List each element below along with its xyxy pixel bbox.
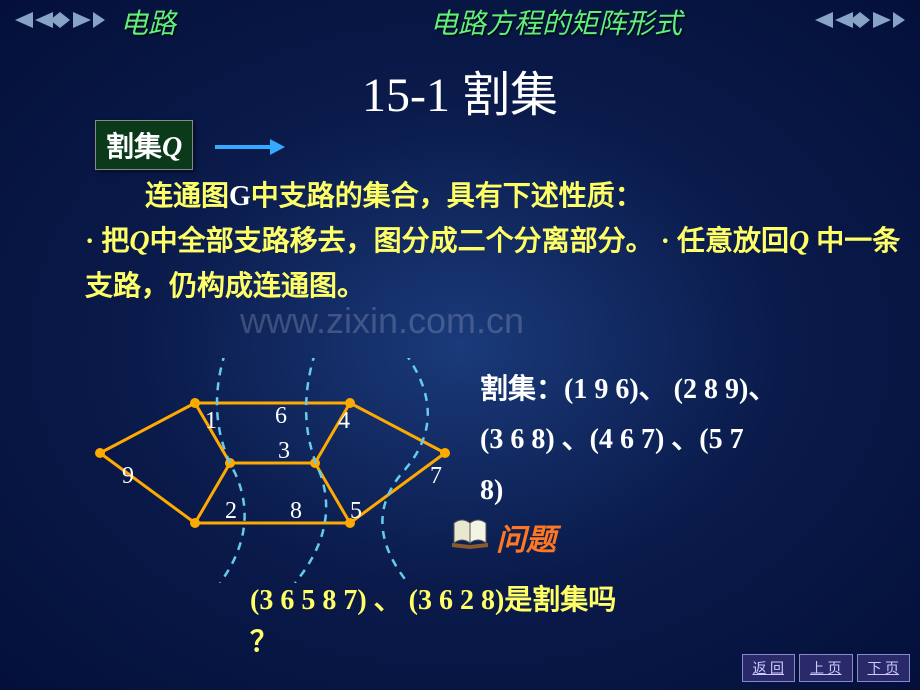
svg-text:8: 8	[290, 498, 302, 524]
cutset-label: 割集	[106, 132, 162, 163]
header-ornament-right	[815, 10, 905, 30]
bullet1-pre: 把	[101, 226, 129, 257]
cuts-label: 割集：	[480, 374, 564, 405]
question-label: 问题	[496, 515, 556, 559]
arrow-icon	[215, 135, 285, 159]
header-title-right: 电路方程的矩阵形式	[430, 2, 682, 42]
cutset-q: Q	[162, 132, 182, 163]
cuts-row2: (3 6 8) 、(4 6 7) 、(5 7	[480, 424, 744, 455]
def-g: G	[229, 181, 251, 212]
next-button[interactable]: 下 页	[857, 654, 911, 682]
cutset-label-box: 割集Q	[95, 120, 193, 170]
slide-title: 15-1 割集	[0, 55, 920, 125]
cuts-row1: (1 9 6)、 (2 8 9)、	[564, 374, 776, 405]
prev-button[interactable]: 上 页	[799, 654, 853, 682]
header-title-left: 电路	[120, 2, 176, 42]
def-line1-post: 中支路的集合，具有下述性质：	[251, 181, 643, 212]
svg-text:6: 6	[275, 403, 287, 429]
nav-bar: 返 回 上 页 下 页	[742, 654, 911, 682]
svg-text:9: 9	[122, 463, 134, 489]
back-button[interactable]: 返 回	[742, 654, 796, 682]
svg-text:7: 7	[430, 463, 442, 489]
question-text: (3 6 5 8 7) 、 (3 6 2 8)是割集吗 ？	[250, 580, 616, 664]
book-icon	[450, 513, 492, 549]
bullet2-q: Q	[789, 226, 809, 257]
question-line1: (3 6 5 8 7) 、 (3 6 2 8)是割集吗	[250, 585, 616, 616]
cuts-row3: 8)	[480, 475, 503, 506]
definition-text: 连通图G中支路的集合，具有下述性质： · 把Q中全部支路移去，图分成二个分离部分…	[85, 175, 920, 309]
svg-text:5: 5	[350, 498, 362, 524]
header-ornament-left	[15, 10, 105, 30]
svg-text:3: 3	[278, 438, 290, 464]
slide-header: 电路 电路方程的矩阵形式	[0, 0, 920, 40]
question-line2: ？	[250, 627, 278, 658]
svg-text:1: 1	[205, 408, 217, 434]
graph-diagram: 1 2 3 4 5 6 7 8 9	[60, 358, 480, 583]
cutset-list: 割集：(1 9 6)、 (2 8 9)、 (3 6 8) 、(4 6 7) 、(…	[480, 365, 776, 516]
svg-text:4: 4	[338, 408, 350, 434]
bullet1-q: Q	[129, 226, 149, 257]
def-line1-pre: 连通图	[145, 181, 229, 212]
bullet2-pre: 任意放回	[677, 226, 789, 257]
bullet1-post: 中全部支路移去，图分成二个分离部分。	[150, 226, 654, 257]
svg-text:2: 2	[225, 498, 237, 524]
watermark-text: www.zixin.com.cn	[240, 300, 524, 342]
